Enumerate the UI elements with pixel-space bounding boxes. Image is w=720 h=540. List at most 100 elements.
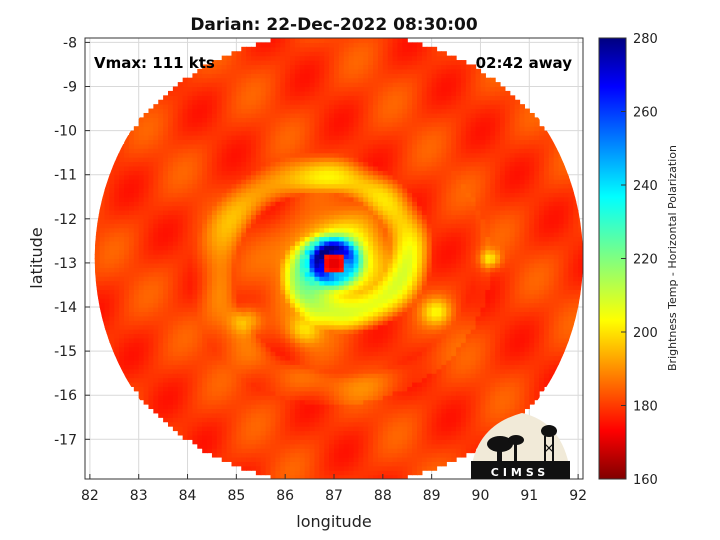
field-cell bbox=[216, 417, 223, 423]
field-cell bbox=[153, 267, 159, 273]
field-cell bbox=[285, 430, 291, 436]
field-cell bbox=[241, 187, 247, 193]
field-cell bbox=[363, 368, 369, 374]
field-cell bbox=[353, 280, 360, 286]
field-cell bbox=[182, 258, 189, 264]
field-cell bbox=[324, 42, 330, 48]
field-cell bbox=[202, 307, 208, 313]
field-cell bbox=[368, 448, 374, 454]
field-cell bbox=[187, 430, 194, 436]
field-cell bbox=[241, 148, 247, 154]
field-cell bbox=[246, 187, 252, 193]
field-cell bbox=[241, 386, 247, 392]
field-cell bbox=[236, 443, 242, 449]
field-cell bbox=[246, 443, 252, 449]
field-cell bbox=[368, 412, 374, 418]
field-cell bbox=[143, 227, 150, 233]
field-cell bbox=[377, 417, 384, 423]
field-cell bbox=[236, 170, 242, 176]
field-cell bbox=[338, 364, 345, 370]
field-cell bbox=[182, 293, 189, 299]
field-cell bbox=[119, 148, 125, 154]
field-cell bbox=[275, 333, 281, 339]
field-cell bbox=[334, 443, 340, 449]
field-cell bbox=[104, 201, 111, 207]
field-cell bbox=[290, 187, 296, 193]
field-cell bbox=[314, 359, 320, 365]
field-cell bbox=[202, 430, 208, 436]
field-cell bbox=[226, 90, 233, 96]
field-cell bbox=[358, 474, 364, 479]
field-cell bbox=[148, 351, 154, 357]
field-cell bbox=[153, 373, 159, 379]
field-cell bbox=[143, 112, 150, 118]
field-cell bbox=[255, 254, 262, 260]
field-cell bbox=[275, 187, 281, 193]
field-cell bbox=[148, 368, 154, 374]
field-cell bbox=[348, 135, 355, 141]
field-cell bbox=[221, 170, 228, 176]
field-cell bbox=[314, 64, 320, 70]
field-cell bbox=[197, 201, 203, 207]
field-cell bbox=[109, 342, 115, 348]
field-cell bbox=[329, 280, 335, 286]
field-cell bbox=[290, 227, 296, 233]
field-cell bbox=[309, 452, 316, 458]
field-cell bbox=[114, 214, 120, 220]
field-cell bbox=[197, 408, 203, 414]
field-cell bbox=[348, 324, 355, 330]
field-cell bbox=[226, 205, 233, 211]
field-cell bbox=[182, 232, 189, 238]
field-cell bbox=[299, 258, 306, 264]
field-cell bbox=[324, 245, 330, 251]
field-cell bbox=[119, 364, 125, 370]
field-cell bbox=[314, 179, 320, 185]
field-cell bbox=[334, 170, 340, 176]
field-cell bbox=[182, 143, 189, 149]
field-cell bbox=[290, 236, 296, 242]
field-cell bbox=[128, 320, 135, 326]
field-cell bbox=[368, 90, 374, 96]
field-cell bbox=[343, 280, 350, 286]
field-cell bbox=[241, 395, 247, 401]
field-cell bbox=[324, 179, 330, 185]
field-cell bbox=[255, 121, 262, 127]
field-cell bbox=[275, 289, 281, 295]
field-cell bbox=[226, 333, 233, 339]
field-cell bbox=[343, 201, 350, 207]
field-cell bbox=[353, 196, 360, 202]
field-cell bbox=[265, 470, 272, 476]
field-cell bbox=[265, 276, 272, 282]
field-cell bbox=[216, 201, 223, 207]
field-cell bbox=[285, 148, 291, 154]
field-cell bbox=[285, 399, 291, 405]
field-cell bbox=[324, 267, 330, 273]
field-cell bbox=[343, 60, 350, 66]
field-cell bbox=[163, 346, 169, 352]
field-cell bbox=[290, 443, 296, 449]
field-cell bbox=[226, 179, 233, 185]
field-cell bbox=[255, 412, 262, 418]
field-cell bbox=[192, 364, 198, 370]
field-cell bbox=[290, 377, 296, 383]
field-cell bbox=[329, 448, 335, 454]
field-cell bbox=[260, 95, 267, 101]
field-cell bbox=[119, 284, 125, 290]
field-cell bbox=[329, 470, 335, 476]
field-cell bbox=[236, 121, 242, 127]
field-cell bbox=[192, 337, 198, 343]
field-cell bbox=[373, 351, 379, 357]
field-cell bbox=[158, 143, 164, 149]
field-cell bbox=[202, 320, 208, 326]
field-cell bbox=[343, 139, 350, 145]
field-cell bbox=[172, 187, 179, 193]
field-cell bbox=[153, 196, 159, 202]
field-cell bbox=[343, 364, 350, 370]
field-cell bbox=[334, 254, 340, 260]
field-cell bbox=[246, 452, 252, 458]
field-cell bbox=[270, 179, 277, 185]
field-cell bbox=[158, 324, 164, 330]
field-cell bbox=[236, 426, 242, 432]
field-cell bbox=[241, 293, 247, 299]
field-cell bbox=[138, 196, 145, 202]
